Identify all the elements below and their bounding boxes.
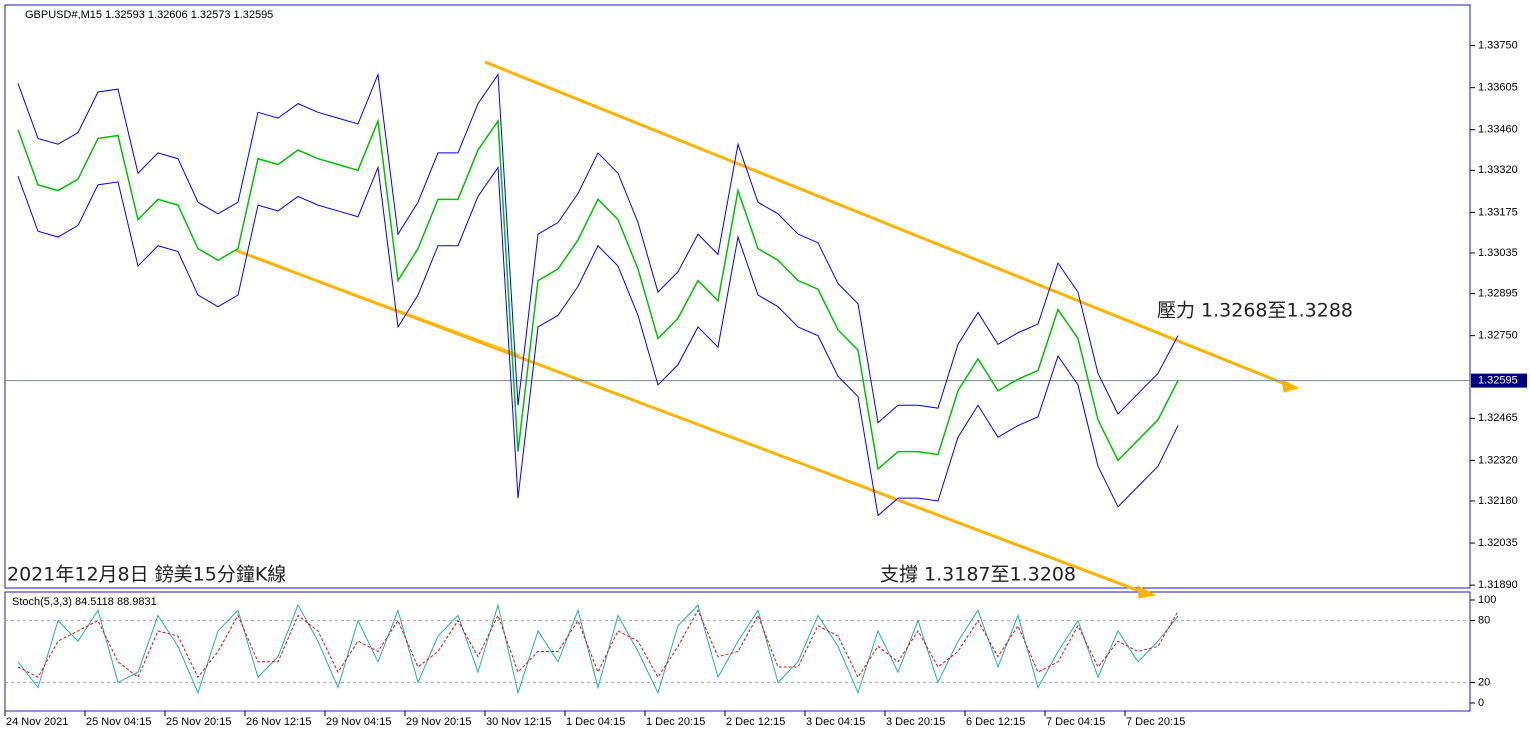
y-tick-label: 1.32750 (1478, 330, 1518, 342)
x-tick-label: 6 Dec 12:15 (966, 716, 1025, 728)
x-tick-label: 29 Nov 20:15 (406, 716, 471, 728)
x-tick-label: 3 Dec 20:15 (886, 716, 945, 728)
arrow-head (1137, 585, 1157, 599)
x-tick-label: 26 Nov 12:15 (246, 716, 311, 728)
y-tick-label: 1.32180 (1478, 495, 1518, 507)
y-tick-label: 1.31890 (1478, 579, 1518, 591)
series-line (17, 72, 1179, 424)
y-tick-label: 1.33605 (1478, 82, 1518, 94)
y-tick-label: 20 (1478, 676, 1490, 688)
x-tick-label: 1 Dec 04:15 (566, 716, 625, 728)
y-tick-label: 1.32895 (1478, 288, 1518, 300)
series-line (17, 165, 1179, 517)
x-tick-label: 24 Nov 2021 (6, 716, 68, 728)
y-tick-label: 1.33035 (1478, 247, 1518, 259)
y-tick-label: 1.33320 (1478, 164, 1518, 176)
x-tick-label: 1 Dec 20:15 (646, 716, 705, 728)
x-tick-label: 30 Nov 12:15 (486, 716, 551, 728)
y-tick-label: 0 (1478, 697, 1484, 709)
y-tick-label: 100 (1478, 594, 1496, 606)
y-tick-label: 1.32465 (1478, 412, 1518, 424)
x-tick-label: 7 Dec 20:15 (1126, 716, 1185, 728)
x-tick-label: 25 Nov 04:15 (86, 716, 151, 728)
channel-line (234, 249, 521, 356)
annotation: 支撐 1.3187至1.3208 (880, 564, 1076, 586)
series-line (17, 118, 1179, 471)
support-line (234, 248, 1151, 597)
price-box (1471, 373, 1527, 388)
main-panel (4, 4, 1471, 589)
series-line (17, 603, 1179, 695)
chart-title: GBPUSD#,M15 1.32593 1.32606 1.32573 1.32… (25, 9, 273, 21)
x-tick-label: 7 Dec 04:15 (1046, 716, 1105, 728)
arrow-head (1281, 379, 1300, 393)
y-tick-label: 1.32035 (1478, 537, 1518, 549)
price-label: 1.32595 (1478, 375, 1518, 387)
annotation: 2021年12月8日 鎊美15分鐘K線 (7, 564, 286, 586)
y-tick-label: 1.33750 (1478, 40, 1518, 52)
channel-lines (234, 60, 1300, 599)
x-tick-label: 3 Dec 04:15 (806, 716, 865, 728)
resistance-line (484, 60, 1296, 390)
y-tick-label: 80 (1478, 615, 1490, 627)
x-tick-label: 2 Dec 12:15 (726, 716, 785, 728)
annotation: 壓力 1.3268至1.3288 (1157, 300, 1353, 322)
y-tick-label: 1.33460 (1478, 124, 1518, 136)
x-tick-label: 25 Nov 20:15 (166, 716, 231, 728)
y-tick-label: 1.33175 (1478, 206, 1518, 218)
x-tick-label: 29 Nov 04:15 (326, 716, 391, 728)
stoch-title: Stoch(5,3,3) 84.5118 88.9831 (12, 596, 157, 608)
y-tick-label: 1.32320 (1478, 454, 1518, 466)
